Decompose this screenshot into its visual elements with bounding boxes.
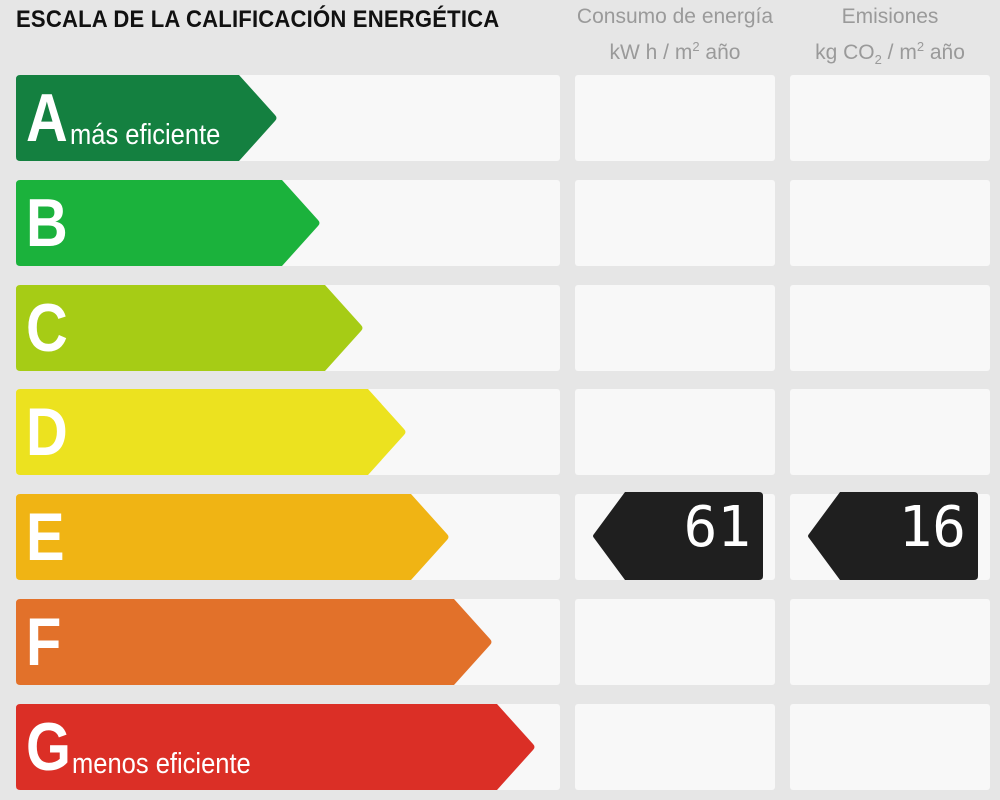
rating-row-e: E 61 16 xyxy=(16,492,990,580)
emisiones-header-line1: Emisiones xyxy=(841,5,939,28)
rating-cell xyxy=(575,389,775,475)
page-title: ESCALA DE LA CALIFICACIÓN ENERGÉTICA xyxy=(16,6,500,33)
rating-row-c: C xyxy=(16,285,990,371)
rating-arrow-a xyxy=(16,75,277,161)
rating-cell xyxy=(575,704,775,790)
rating-letter: B xyxy=(26,185,68,261)
rating-letter: C xyxy=(26,290,68,366)
rating-cell xyxy=(575,285,775,371)
rating-letter: F xyxy=(26,604,62,680)
rating-label: menos eficiente xyxy=(72,748,251,780)
consumo-column-header: Consumo de energía kW h / m2 año xyxy=(575,2,775,68)
consumo-value-text: 61 xyxy=(684,495,751,560)
rating-cell xyxy=(790,389,990,475)
rating-cell xyxy=(575,599,775,685)
rating-cell xyxy=(790,599,990,685)
rating-letter: D xyxy=(26,394,68,470)
rating-label: más eficiente xyxy=(70,119,221,151)
rating-letter: G xyxy=(26,709,71,785)
consumo-header-line1: Consumo de energía xyxy=(576,5,774,28)
rating-cell xyxy=(790,285,990,371)
rating-row-f: F xyxy=(16,599,990,685)
rating-letter: A xyxy=(26,80,68,156)
rating-arrow-f xyxy=(16,599,492,685)
emisiones-header-unit: kg CO2 / m2 año xyxy=(815,39,965,68)
rating-row-b: B xyxy=(16,180,990,266)
rating-cell xyxy=(575,75,775,161)
rating-cell xyxy=(790,75,990,161)
rating-arrow-d xyxy=(16,389,406,475)
emisiones-column-header: Emisiones kg CO2 / m2 año xyxy=(790,2,990,75)
rating-arrow-g xyxy=(16,704,535,790)
emisiones-value-badge: 16 xyxy=(808,492,978,580)
rating-arrow-e xyxy=(16,494,449,580)
rating-arrow-c xyxy=(16,285,363,371)
rating-cell xyxy=(575,180,775,266)
consumo-value-badge: 61 xyxy=(593,492,763,580)
emisiones-value-text: 16 xyxy=(899,495,966,560)
rating-arrow-b xyxy=(16,180,320,266)
consumo-header-unit: kW h / m2 año xyxy=(609,39,741,64)
rating-cell xyxy=(790,180,990,266)
rating-row-d: D xyxy=(16,389,990,475)
rating-letter: E xyxy=(26,499,65,575)
rating-cell xyxy=(790,704,990,790)
